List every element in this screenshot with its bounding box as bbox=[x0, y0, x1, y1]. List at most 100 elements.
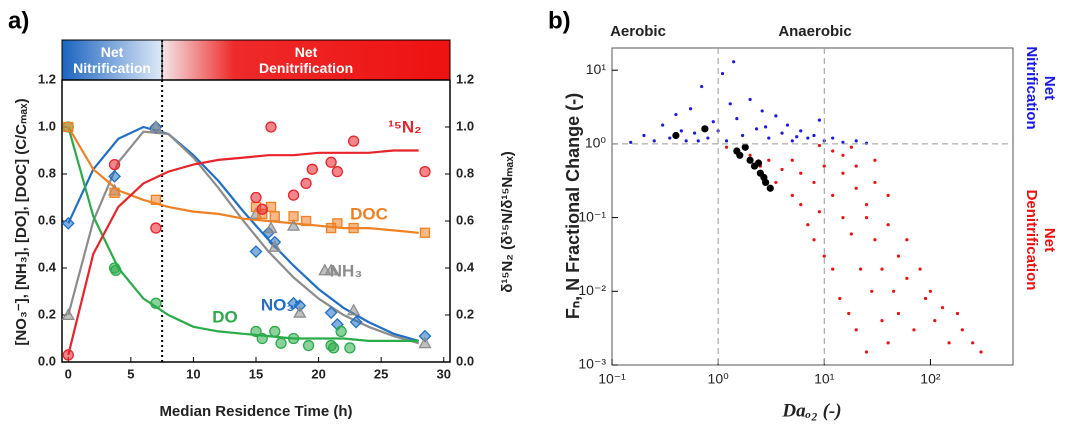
y-axis-label: Fₙ, N Fractional Change (-) bbox=[563, 93, 583, 319]
data-point bbox=[905, 276, 909, 280]
data-point bbox=[849, 232, 853, 236]
y-tick-label: 0.2 bbox=[38, 306, 56, 321]
y2-tick-label: 0.2 bbox=[456, 306, 474, 321]
data-point bbox=[790, 193, 794, 198]
data-point bbox=[724, 145, 729, 149]
y-tick-label: 10⁻² bbox=[578, 282, 606, 298]
data-point bbox=[250, 325, 262, 338]
data-point bbox=[780, 131, 784, 135]
data-point bbox=[873, 158, 877, 162]
y-tick-label: 0.8 bbox=[38, 165, 56, 180]
data-point bbox=[700, 84, 704, 89]
y-tick-label: 10⁰ bbox=[585, 135, 607, 151]
data-point bbox=[306, 163, 318, 175]
data-point bbox=[873, 238, 877, 242]
data-point bbox=[347, 303, 361, 316]
data-point bbox=[684, 139, 688, 143]
data-point bbox=[880, 319, 884, 323]
data-point bbox=[287, 189, 300, 201]
data-point bbox=[841, 215, 845, 220]
data-point bbox=[799, 129, 803, 133]
data-point bbox=[250, 191, 262, 204]
data-point bbox=[300, 215, 312, 227]
data-point bbox=[419, 227, 431, 238]
data-point bbox=[886, 341, 890, 345]
data-point bbox=[831, 193, 835, 198]
data-point bbox=[672, 131, 680, 140]
data-point bbox=[249, 245, 263, 258]
y2-tick-label: 0.8 bbox=[456, 165, 474, 180]
data-point bbox=[763, 125, 768, 129]
data-point bbox=[256, 332, 268, 345]
data-point bbox=[754, 159, 763, 167]
data-point bbox=[349, 315, 363, 329]
x-tick-label: 25 bbox=[374, 366, 388, 381]
data-point bbox=[109, 187, 120, 198]
data-point bbox=[864, 203, 869, 207]
fit-line bbox=[67, 126, 419, 234]
data-point bbox=[841, 140, 845, 144]
y-tick-label: 0.0 bbox=[38, 353, 56, 368]
data-point bbox=[332, 218, 343, 229]
data-point bbox=[854, 328, 858, 332]
x-tick-label: 10 bbox=[186, 366, 200, 381]
data-point bbox=[767, 136, 771, 140]
panel-label: a) bbox=[8, 7, 29, 34]
y2-tick-label: 1.0 bbox=[456, 118, 474, 133]
data-point bbox=[327, 342, 340, 354]
data-point bbox=[324, 263, 338, 276]
x-tick-label: 10⁰ bbox=[708, 371, 730, 387]
data-point bbox=[774, 180, 778, 185]
data-point bbox=[724, 139, 729, 143]
data-point bbox=[265, 121, 277, 133]
data-point bbox=[817, 210, 822, 214]
data-point bbox=[799, 203, 803, 207]
x-tick-label: 10¹ bbox=[814, 371, 835, 387]
data-point bbox=[947, 341, 951, 345]
data-point bbox=[720, 71, 725, 76]
data-point bbox=[754, 127, 759, 131]
data-point bbox=[63, 121, 74, 133]
data-point bbox=[150, 194, 162, 206]
data-point bbox=[831, 267, 835, 271]
data-point bbox=[275, 337, 287, 349]
y-tick-label: 1.0 bbox=[38, 118, 56, 133]
data-point bbox=[892, 289, 896, 293]
data-point bbox=[661, 123, 665, 127]
data-point bbox=[923, 296, 928, 301]
data-point bbox=[331, 165, 344, 178]
data-point bbox=[701, 125, 709, 133]
data-point bbox=[785, 123, 790, 127]
data-point bbox=[790, 158, 794, 162]
data-point bbox=[960, 328, 964, 332]
data-point bbox=[642, 133, 646, 138]
data-point bbox=[780, 167, 784, 172]
panel-label: b) bbox=[548, 7, 571, 34]
data-point bbox=[746, 156, 754, 164]
data-point bbox=[864, 350, 869, 354]
data-point bbox=[286, 218, 301, 231]
y-axis-label: [NO₃⁻], [NH₃], [DO], [DOC] (C/Cₘₐₓ) bbox=[13, 98, 30, 345]
data-point bbox=[817, 143, 822, 148]
banner-label: Net Nitrification bbox=[73, 44, 151, 76]
series-label: ¹⁵N₂ bbox=[388, 117, 421, 136]
data-point bbox=[886, 223, 890, 227]
data-point bbox=[149, 120, 163, 133]
plot-frame bbox=[611, 47, 1014, 366]
x-tick-label: 15 bbox=[249, 366, 263, 381]
fit-line bbox=[67, 130, 420, 345]
data-point bbox=[854, 139, 858, 143]
data-point bbox=[817, 118, 822, 122]
y-tick-label: 0.6 bbox=[38, 212, 56, 227]
series-label: DO bbox=[212, 307, 238, 326]
fit-line bbox=[67, 125, 420, 342]
data-point bbox=[150, 297, 162, 309]
data-point bbox=[419, 165, 431, 178]
data-point bbox=[761, 178, 770, 187]
data-point bbox=[62, 349, 74, 361]
data-point bbox=[795, 135, 799, 139]
data-point bbox=[854, 164, 858, 168]
y2-tick-label: 0.0 bbox=[456, 353, 474, 368]
data-point bbox=[288, 211, 299, 222]
